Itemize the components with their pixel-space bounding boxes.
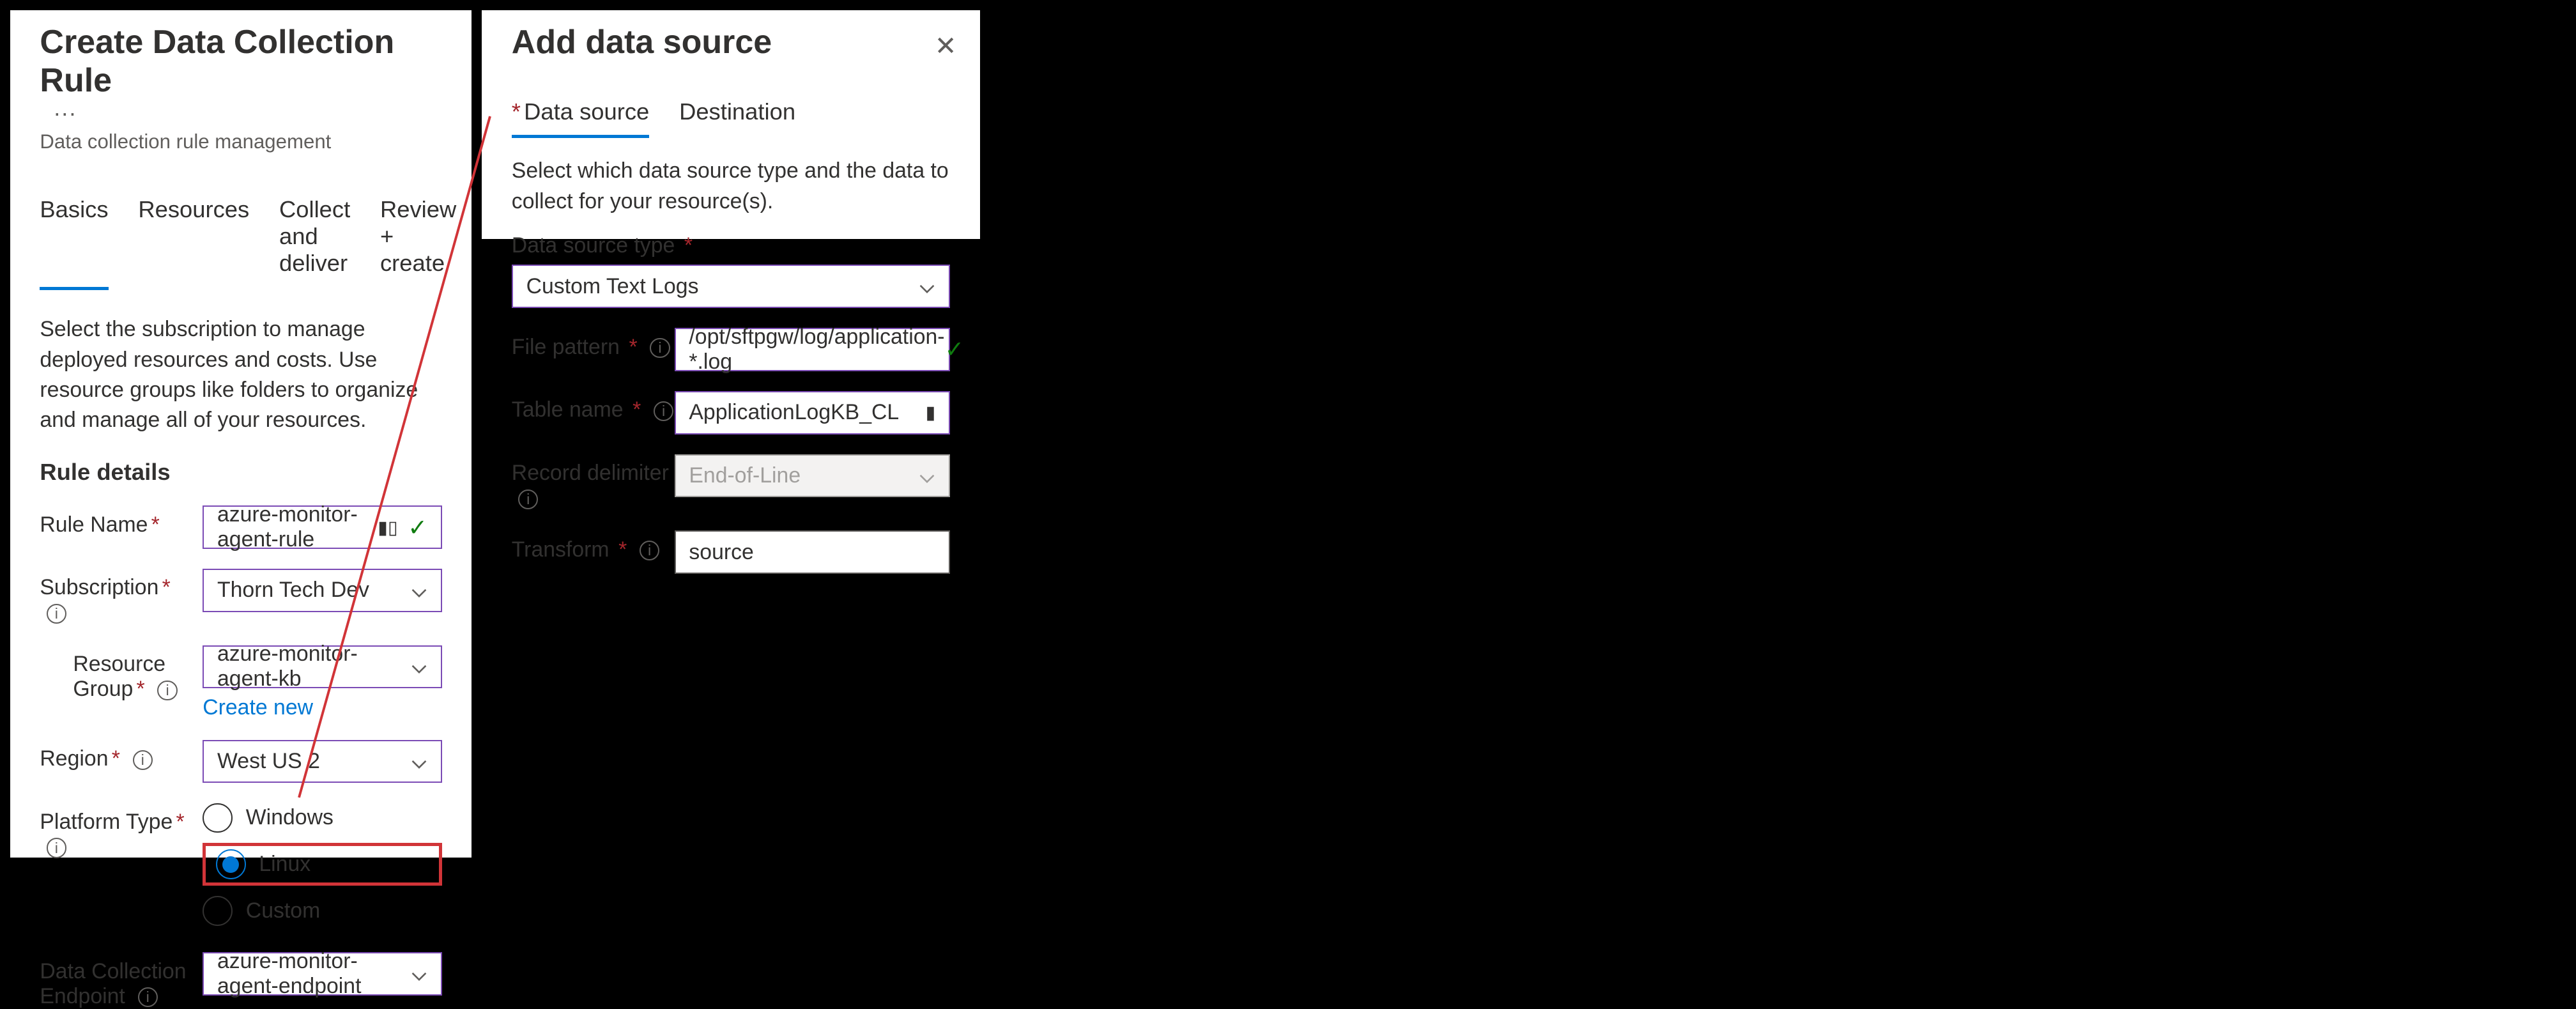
- chevron-down-icon: [411, 658, 427, 675]
- file-pattern-input[interactable]: /opt/sftpgw/log/application-*.log ✓: [675, 328, 951, 371]
- feedback-icon: ▮▯: [378, 516, 397, 539]
- ds-type-label: Data source type *: [512, 233, 950, 258]
- tab-data-source[interactable]: Data source: [512, 88, 649, 138]
- valid-check-icon: ✓: [408, 514, 427, 541]
- create-new-link[interactable]: Create new: [203, 695, 313, 720]
- tab-resources[interactable]: Resources: [138, 187, 249, 290]
- resource-group-select[interactable]: azure-monitor-agent-kb: [203, 645, 441, 689]
- radio-label: Custom: [246, 898, 320, 923]
- wizard-tabs: Basics Resources Collect and deliver Rev…: [40, 187, 441, 291]
- create-dcr-panel: Create Data Collection Rule ··· Data col…: [10, 10, 472, 858]
- page-subtitle: Data collection rule management: [40, 130, 441, 153]
- info-icon[interactable]: i: [138, 987, 158, 1007]
- highlight-annotation: Linux: [203, 843, 441, 886]
- radio-label: Linux: [259, 852, 310, 877]
- info-icon[interactable]: i: [157, 681, 177, 700]
- add-data-source-panel: ✕ Add data source Data source Destinatio…: [482, 10, 980, 240]
- table-name-input[interactable]: ApplicationLogKB_CL ▮: [675, 391, 951, 435]
- endpoint-select[interactable]: azure-monitor-agent-endpoint: [203, 952, 441, 996]
- rule-name-input[interactable]: azure-monitor-agent-rule ▮▯ ✓: [203, 505, 441, 549]
- info-icon[interactable]: i: [47, 838, 66, 858]
- chevron-down-icon: [919, 468, 935, 484]
- text-cursor-icon: ▮: [926, 401, 936, 424]
- file-pattern-label: File pattern * i: [512, 328, 675, 359]
- more-menu[interactable]: ···: [53, 100, 76, 126]
- table-name-label: Table name * i: [512, 391, 675, 422]
- info-icon[interactable]: i: [133, 750, 153, 770]
- platform-type-radio-group: Windows Linux Custom: [203, 803, 441, 926]
- tab-review-create[interactable]: Review + create: [380, 187, 456, 290]
- subscription-label: Subscription* i: [40, 569, 203, 625]
- resource-group-label: Resource Group* i: [40, 645, 203, 702]
- info-icon[interactable]: i: [640, 541, 659, 560]
- valid-check-icon: ✓: [945, 335, 964, 363]
- platform-radio-linux[interactable]: Linux: [216, 849, 310, 879]
- transform-input[interactable]: source: [675, 530, 951, 574]
- close-icon[interactable]: ✕: [935, 30, 957, 61]
- ds-description: Select which data source type and the da…: [512, 156, 950, 217]
- tab-basics[interactable]: Basics: [40, 187, 108, 290]
- endpoint-label: Data Collection Endpoint i: [40, 952, 203, 1008]
- region-label: Region* i: [40, 740, 203, 771]
- tab-destination[interactable]: Destination: [679, 88, 795, 138]
- record-delim-label: Record delimiter i: [512, 454, 675, 511]
- transform-label: Transform * i: [512, 530, 675, 562]
- info-icon[interactable]: i: [650, 338, 670, 358]
- radio-label: Windows: [246, 805, 334, 830]
- basics-description: Select the subscription to manage deploy…: [40, 314, 441, 435]
- rule-details-heading: Rule details: [40, 459, 441, 486]
- tab-collect-deliver[interactable]: Collect and deliver: [279, 187, 350, 290]
- rule-name-label: Rule Name*: [40, 505, 203, 537]
- platform-radio-windows[interactable]: Windows: [203, 803, 441, 833]
- ds-type-select[interactable]: Custom Text Logs: [512, 265, 950, 308]
- data-source-tabs: Data source Destination: [512, 88, 950, 139]
- info-icon[interactable]: i: [47, 604, 66, 624]
- info-icon[interactable]: i: [654, 401, 673, 421]
- chevron-down-icon: [919, 278, 935, 295]
- platform-type-label: Platform Type* i: [40, 803, 203, 859]
- page-title: Create Data Collection Rule: [40, 23, 441, 100]
- subscription-select[interactable]: Thorn Tech Dev: [203, 569, 441, 612]
- panel-title: Add data source: [512, 23, 772, 61]
- chevron-down-icon: [411, 582, 427, 599]
- region-select[interactable]: West US 2: [203, 740, 441, 783]
- record-delim-select: End-of-Line: [675, 454, 951, 498]
- info-icon[interactable]: i: [518, 489, 538, 509]
- platform-radio-custom[interactable]: Custom: [203, 896, 441, 926]
- chevron-down-icon: [411, 966, 427, 982]
- chevron-down-icon: [411, 753, 427, 770]
